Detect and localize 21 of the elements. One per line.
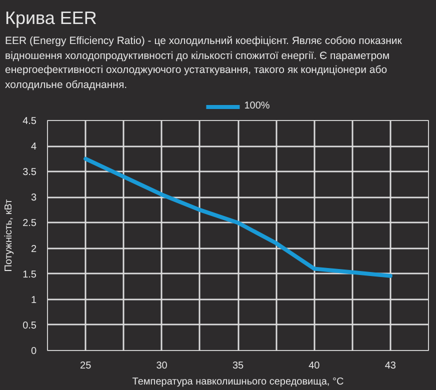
y-tick-label: 1.5 (22, 269, 37, 280)
y-tick-label: 0 (30, 346, 37, 357)
y-tick-label: 1 (30, 294, 37, 306)
line-series (84, 156, 392, 278)
chart-title: Крива EER (5, 7, 97, 30)
y-tick-label: 3.5 (22, 167, 37, 178)
x-tick-label: 30 (156, 360, 168, 372)
x-tick-label: 40 (308, 360, 320, 372)
x-axis-title: Температура навколишнього середовища, °C (132, 376, 344, 388)
y-tick-label: 3 (30, 192, 37, 204)
y-tick-label: 2.5 (22, 218, 37, 230)
y-tick-label: 2 (30, 244, 37, 255)
x-tick-label: 25 (80, 360, 92, 372)
x-tick-label: 35 (232, 360, 244, 372)
y-tick-label: 4 (30, 142, 37, 153)
y-tick-label: 4.5 (22, 116, 37, 127)
x-tick-label: 43 (384, 360, 396, 372)
chart-subtitle: EER (Energy Efficiency Ratio) - це холодильний коефіцієнт. Являє собою показник відношення холодопродуктивності до кількості спожитої енергії. Є параметром енергоефективності охолоджуючого устаткування, такого як кондиціонери або холодильне обладнання. (5, 34, 431, 93)
legend-label: 100% (244, 100, 270, 112)
y-tick-label: 0.5 (22, 320, 37, 332)
y-axis-title: Потужність, кВт (4, 198, 15, 272)
